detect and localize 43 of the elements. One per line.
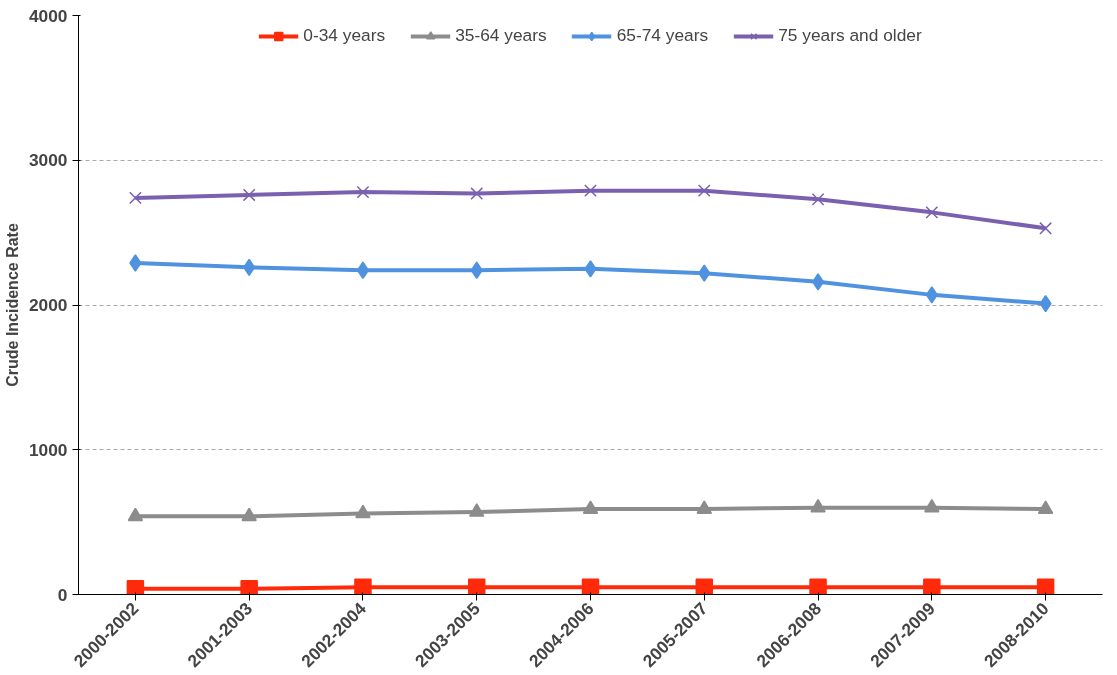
y-tick-label: 3000 (28, 150, 68, 171)
point (582, 500, 599, 514)
point (698, 264, 711, 282)
point (127, 507, 144, 522)
point (697, 184, 711, 198)
point (356, 185, 370, 199)
y-tick-label: 0 (57, 584, 68, 605)
point (809, 578, 827, 595)
y-axis-title: Crude Incidence Rate (3, 223, 21, 387)
point (924, 498, 940, 513)
point (242, 188, 256, 202)
point (925, 205, 939, 219)
point (354, 578, 372, 595)
point (355, 504, 371, 519)
legend-label: 65-74 years (616, 25, 709, 46)
point (356, 261, 370, 280)
point (581, 578, 600, 595)
point (925, 286, 938, 304)
point (1039, 221, 1053, 235)
point (923, 578, 941, 595)
point (810, 498, 826, 513)
point (695, 578, 714, 595)
point (470, 187, 484, 200)
point (126, 579, 145, 595)
legend-label: 75 years and older (778, 25, 922, 46)
point (696, 500, 713, 514)
y-tick-label: 2000 (28, 295, 68, 315)
point (1036, 578, 1055, 595)
point (241, 507, 257, 522)
point (468, 503, 485, 517)
point (467, 578, 486, 595)
point (811, 192, 825, 206)
point (240, 579, 258, 595)
point (128, 191, 142, 205)
y-tick-label: 1000 (28, 439, 68, 460)
point (811, 273, 825, 291)
point (129, 254, 142, 272)
legend-label: 35-64 years (455, 25, 547, 46)
point (1037, 500, 1054, 514)
point (584, 184, 597, 198)
legend-label: 0-34 years (303, 25, 386, 46)
y-tick-label: 4000 (28, 5, 68, 26)
point (584, 260, 597, 278)
